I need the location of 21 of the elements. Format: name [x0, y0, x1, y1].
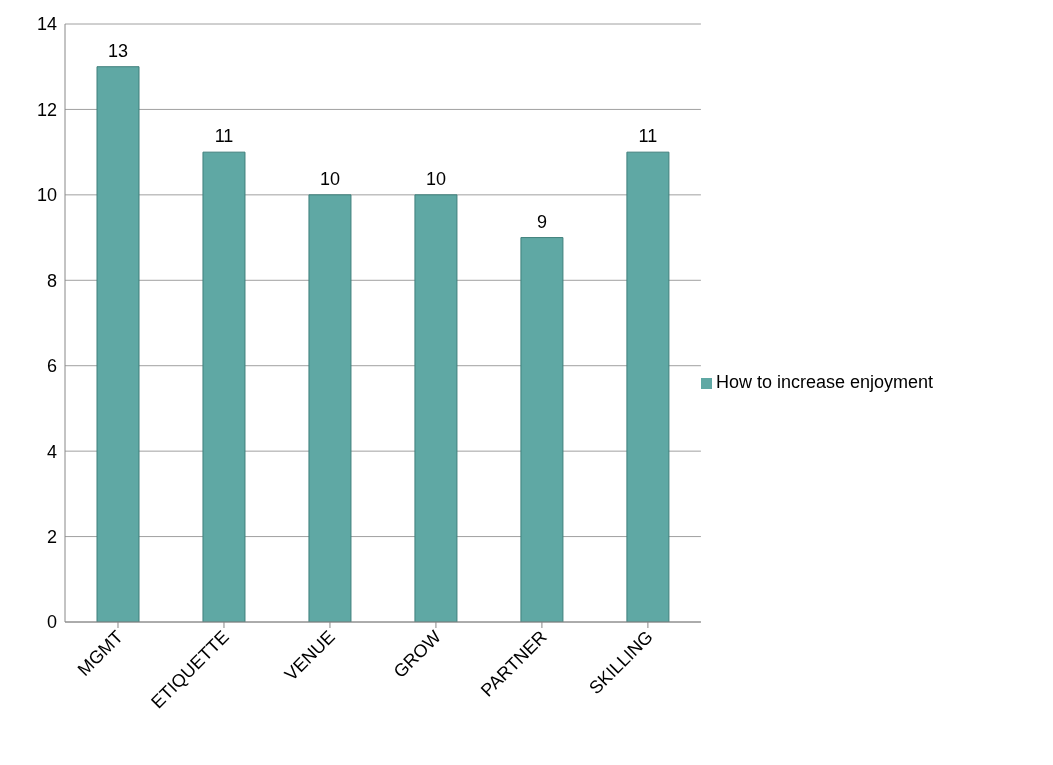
legend-label: How to increase enjoyment: [715, 372, 933, 392]
y-tick-label: 10: [36, 185, 57, 206]
data-label: 9: [536, 211, 547, 232]
y-tick-label: 8: [46, 270, 57, 291]
y-tick-label: 12: [36, 99, 57, 120]
y-tick-label: 2: [46, 526, 57, 547]
bar: [520, 237, 564, 622]
data-label: 13: [107, 40, 129, 61]
y-tick-label: 4: [46, 441, 57, 462]
data-label: 11: [638, 126, 658, 147]
bar: [308, 194, 352, 622]
y-tick-label: 14: [36, 14, 57, 35]
bar: [202, 151, 246, 622]
bar: [414, 194, 458, 622]
bar: [96, 66, 140, 622]
y-tick-label: 6: [46, 356, 57, 377]
bar: [626, 151, 670, 622]
data-label: 10: [425, 168, 446, 189]
data-label: 11: [214, 126, 234, 147]
data-label: 10: [319, 168, 340, 189]
y-tick-label: 0: [46, 612, 57, 633]
